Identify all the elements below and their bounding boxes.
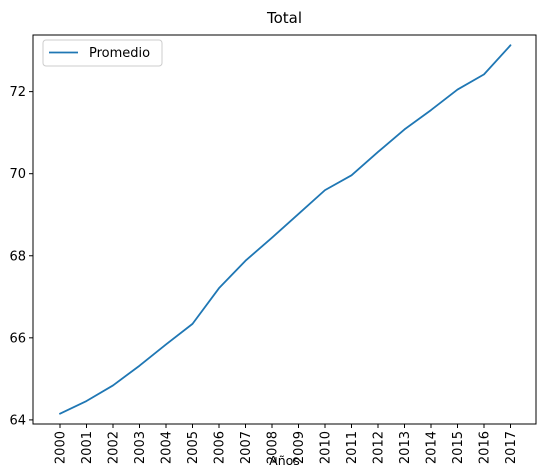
plot-area [32, 34, 537, 425]
x-axis: 2000 2001 2002 2003 2004 2005 2006 2007 2008 2009… [54, 424, 519, 464]
x-tick-label: 2013 [398, 431, 413, 464]
x-tick-label: 2004 [160, 431, 175, 464]
legend: Promedio [42, 39, 163, 67]
x-tick-label: 2006 [213, 431, 228, 464]
legend-label: Promedio [89, 46, 150, 61]
x-tick-label: 2008 [266, 431, 281, 464]
x-tick-label: 2007 [239, 431, 254, 464]
x-tick-label: 2002 [107, 431, 122, 464]
y-tick-label: 72 [9, 85, 26, 100]
x-tick-label: 2016 [478, 431, 493, 464]
y-axis: 64 66 68 70 72 [9, 85, 33, 428]
x-tick-label: 2011 [345, 431, 360, 464]
x-tick-label: 2015 [451, 431, 466, 464]
x-axis-label: Años [269, 453, 300, 468]
x-tick-label: 2005 [186, 431, 201, 464]
x-tick-label: 2014 [425, 431, 440, 464]
x-tick-label: 2000 [54, 431, 69, 464]
chart-title: Total [266, 9, 302, 27]
legend-box [42, 39, 163, 67]
series-line [59, 44, 512, 415]
x-tick-label: 2012 [372, 431, 387, 464]
y-tick-label: 64 [9, 413, 26, 428]
x-tick-label: 2001 [80, 431, 95, 464]
x-tick-label: 2009 [292, 431, 307, 464]
y-tick-label: 68 [9, 249, 26, 264]
y-tick-label: 66 [9, 331, 26, 346]
series-layer [59, 44, 512, 415]
x-tick-label: 2003 [133, 431, 148, 464]
y-tick-label: 70 [9, 167, 26, 182]
x-tick-label: 2010 [319, 431, 334, 464]
x-tick-label: 2017 [504, 431, 519, 464]
